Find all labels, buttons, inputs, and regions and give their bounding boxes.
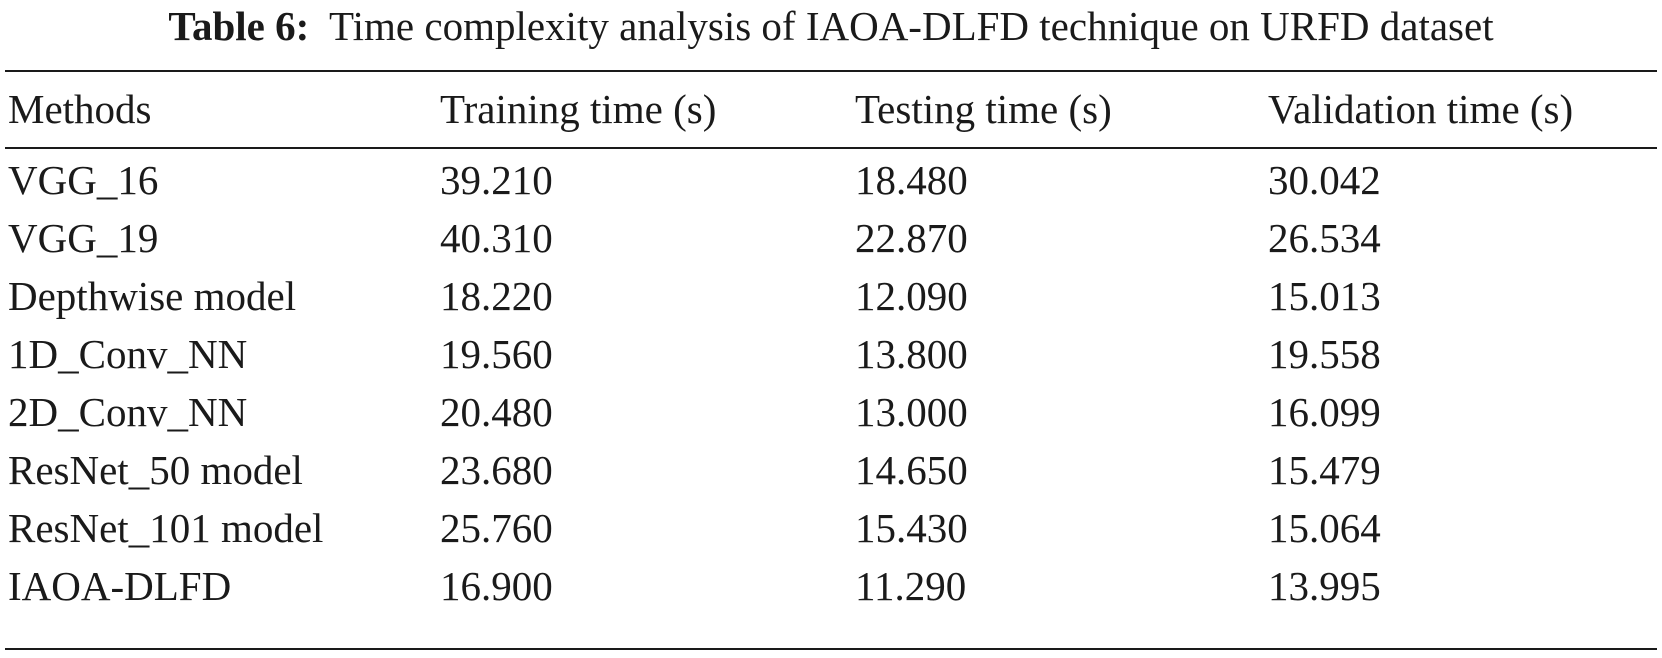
table-caption-text: Time complexity analysis of IAOA-DLFD te…	[329, 3, 1494, 49]
table-row: 1D_Conv_NN 19.560 13.800 19.558	[0, 325, 1662, 383]
header-validation-time: Validation time (s)	[1268, 86, 1574, 132]
table-header-rule	[5, 147, 1657, 149]
table-row: VGG_19 40.310 22.870 26.534	[0, 209, 1662, 267]
training-time-cell: 18.220	[440, 273, 553, 319]
method-cell: 2D_Conv_NN	[8, 389, 248, 435]
validation-time-cell: 16.099	[1268, 389, 1381, 435]
testing-time-cell: 13.800	[855, 331, 968, 377]
method-cell: VGG_16	[8, 157, 159, 203]
table-row: ResNet_50 model 23.680 14.650 15.479	[0, 441, 1662, 499]
method-cell: ResNet_50 model	[8, 447, 303, 493]
header-methods: Methods	[8, 86, 152, 132]
header-testing-time: Testing time (s)	[855, 86, 1112, 132]
training-time-cell: 19.560	[440, 331, 553, 377]
table-header-row: Methods Training time (s) Testing time (…	[0, 80, 1662, 138]
testing-time-cell: 22.870	[855, 215, 968, 261]
training-time-cell: 23.680	[440, 447, 553, 493]
training-time-cell: 39.210	[440, 157, 553, 203]
validation-time-cell: 15.064	[1268, 505, 1381, 551]
table-row: Depthwise model 18.220 12.090 15.013	[0, 267, 1662, 325]
method-cell: IAOA-DLFD	[8, 563, 232, 609]
testing-time-cell: 15.430	[855, 505, 968, 551]
validation-time-cell: 15.013	[1268, 273, 1381, 319]
method-cell: VGG_19	[8, 215, 159, 261]
method-cell: Depthwise model	[8, 273, 297, 319]
testing-time-cell: 18.480	[855, 157, 968, 203]
table-top-rule	[5, 70, 1657, 72]
testing-time-cell: 12.090	[855, 273, 968, 319]
table-caption: Table 6: Time complexity analysis of IAO…	[0, 2, 1662, 50]
table-row: IAOA-DLFD 16.900 11.290 13.995	[0, 557, 1662, 615]
table-bottom-rule	[5, 648, 1657, 650]
table-caption-label: Table 6:	[168, 3, 310, 49]
testing-time-cell: 13.000	[855, 389, 968, 435]
validation-time-cell: 30.042	[1268, 157, 1381, 203]
table-row: VGG_16 39.210 18.480 30.042	[0, 151, 1662, 209]
training-time-cell: 16.900	[440, 563, 553, 609]
testing-time-cell: 14.650	[855, 447, 968, 493]
method-cell: ResNet_101 model	[8, 505, 324, 551]
header-training-time: Training time (s)	[440, 86, 717, 132]
table-row: 2D_Conv_NN 20.480 13.000 16.099	[0, 383, 1662, 441]
validation-time-cell: 13.995	[1268, 563, 1381, 609]
validation-time-cell: 15.479	[1268, 447, 1381, 493]
validation-time-cell: 19.558	[1268, 331, 1381, 377]
training-time-cell: 20.480	[440, 389, 553, 435]
table-row: ResNet_101 model 25.760 15.430 15.064	[0, 499, 1662, 557]
validation-time-cell: 26.534	[1268, 215, 1381, 261]
training-time-cell: 40.310	[440, 215, 553, 261]
training-time-cell: 25.760	[440, 505, 553, 551]
testing-time-cell: 11.290	[855, 563, 967, 609]
method-cell: 1D_Conv_NN	[8, 331, 248, 377]
